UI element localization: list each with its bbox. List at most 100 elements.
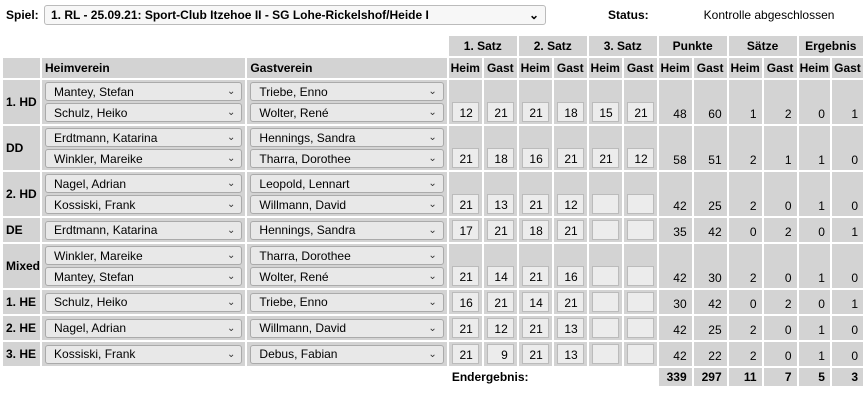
player-select[interactable]: Willmann, David ⌄	[250, 318, 444, 338]
set-score-input[interactable]: 13	[556, 318, 584, 338]
set-score-input[interactable]: 14	[521, 292, 549, 312]
set-score-input[interactable]: 18	[521, 220, 549, 240]
set-score-input[interactable]: 21	[556, 292, 584, 312]
set-score-input[interactable]: 16	[521, 148, 549, 168]
punkte-value: 30	[693, 244, 727, 288]
set-score-input[interactable]: 21	[521, 194, 549, 214]
set-score-input[interactable]	[626, 266, 654, 286]
spiel-select[interactable]: 1. RL - 25.09.21: Sport-Club Itzehoe II …	[44, 5, 546, 25]
chevron-down-icon: ⌄	[428, 348, 437, 360]
set-score-input[interactable]: 13	[556, 344, 584, 364]
player-select[interactable]: Nagel, Adrian ⌄	[45, 174, 243, 193]
set-score-input[interactable]: 18	[486, 148, 514, 168]
ergebnis-value: 1	[831, 80, 863, 124]
chevron-down-icon: ⌄	[227, 250, 236, 261]
set-score-input[interactable]: 21	[521, 102, 549, 122]
player-select[interactable]: Erdtmann, Katarina ⌄	[45, 128, 243, 147]
set-score-input[interactable]: 21	[486, 102, 514, 122]
set-score-input[interactable]: 12	[486, 318, 514, 338]
player-select[interactable]: Wolter, René ⌄	[250, 267, 444, 286]
set-score-input[interactable]	[626, 194, 654, 214]
punkte-value: 60	[693, 80, 727, 124]
saetze-value: 2	[728, 172, 762, 216]
set-score-input[interactable]: 21	[486, 292, 514, 312]
set-score-input[interactable]: 12	[451, 102, 479, 122]
set-score-input[interactable]	[591, 266, 619, 286]
set-score-input[interactable]: 21	[521, 318, 549, 338]
set-score-input[interactable]	[626, 344, 654, 364]
player-select[interactable]: Hennings, Sandra ⌄	[250, 128, 444, 147]
player-select[interactable]: Wolter, René ⌄	[250, 103, 444, 122]
chevron-down-icon: ⌄	[227, 271, 236, 282]
player-select[interactable]: Willmann, David ⌄	[250, 195, 444, 214]
total-saetze: 11	[728, 368, 762, 386]
chevron-down-icon: ⌄	[227, 86, 236, 97]
set-score-input[interactable]: 15	[591, 102, 619, 122]
set-score-input[interactable]: 16	[556, 266, 584, 286]
set-score-input[interactable]: 21	[626, 102, 654, 122]
sub-heim-header: Heim	[588, 58, 622, 78]
saetze-value: 2	[728, 126, 762, 170]
set-score-input[interactable]: 21	[556, 220, 584, 240]
home-players: Erdtmann, Katarina ⌄	[42, 218, 246, 242]
player-select[interactable]: Leopold, Lennart ⌄	[250, 174, 444, 193]
player-select[interactable]: Erdtmann, Katarina ⌄	[45, 220, 243, 240]
guest-players: Hennings, Sandra ⌄ Tharra, Dorothee ⌄	[247, 126, 447, 170]
group-header: 3. Satz	[588, 36, 657, 56]
player-select[interactable]: Triebe, Enno ⌄	[250, 292, 444, 312]
set-score-input[interactable]: 16	[451, 292, 479, 312]
set-score-input[interactable]: 21	[451, 318, 479, 338]
guest-players: Willmann, David ⌄	[247, 316, 447, 340]
match-row: 2. HD Nagel, Adrian ⌄ Kossiski, Frank ⌄ Leopo…	[3, 172, 863, 216]
set-score-input[interactable]: 21	[521, 344, 549, 364]
player-select[interactable]: Kossiski, Frank ⌄	[45, 195, 243, 214]
set-score-input[interactable]: 21	[486, 220, 514, 240]
player-select[interactable]: Winkler, Mareike ⌄	[45, 149, 243, 168]
set-score-input[interactable]	[626, 292, 654, 312]
set-score-input[interactable]: 9	[486, 344, 514, 364]
player-select[interactable]: Mantey, Stefan ⌄	[45, 267, 243, 286]
set-score-input[interactable]	[591, 344, 619, 364]
chevron-down-icon: ⌄	[428, 153, 437, 164]
sub-heim-header: Heim	[518, 58, 552, 78]
set-score-input[interactable]: 21	[591, 148, 619, 168]
player-select[interactable]: Nagel, Adrian ⌄	[45, 318, 243, 338]
player-select[interactable]: Debus, Fabian ⌄	[250, 344, 444, 364]
set-score-input[interactable]: 12	[626, 148, 654, 168]
set-score-input[interactable]	[591, 220, 619, 240]
player-select[interactable]: Winkler, Mareike ⌄	[45, 246, 243, 265]
set-score-input[interactable]	[591, 194, 619, 214]
chevron-down-icon: ⌄	[227, 296, 236, 308]
set-score-input[interactable]: 21	[451, 194, 479, 214]
set-score-input[interactable]: 18	[556, 102, 584, 122]
player-select[interactable]: Kossiski, Frank ⌄	[45, 344, 243, 364]
set-score-input[interactable]	[591, 292, 619, 312]
punkte-value: 48	[658, 80, 692, 124]
player-select[interactable]: Schulz, Heiko ⌄	[45, 103, 243, 122]
punkte-value: 25	[693, 172, 727, 216]
punkte-value: 30	[658, 290, 692, 314]
set-score-input[interactable]: 13	[486, 194, 514, 214]
player-select[interactable]: Hennings, Sandra ⌄	[250, 220, 444, 240]
gastverein-header: Gastverein	[247, 58, 447, 78]
player-select[interactable]: Mantey, Stefan ⌄	[45, 82, 243, 101]
sub-heim-header: Heim	[798, 58, 830, 78]
set-score-input[interactable]	[591, 318, 619, 338]
player-select[interactable]: Triebe, Enno ⌄	[250, 82, 444, 101]
set-score-input[interactable]: 21	[556, 148, 584, 168]
set-score-input[interactable]	[626, 318, 654, 338]
set-score-input[interactable]: 21	[451, 266, 479, 286]
set-score-input[interactable]: 21	[451, 344, 479, 364]
set-score-input[interactable]: 14	[486, 266, 514, 286]
player-name: Hennings, Sandra	[259, 130, 356, 145]
player-select[interactable]: Schulz, Heiko ⌄	[45, 292, 243, 312]
set-score-input[interactable]: 12	[556, 194, 584, 214]
set-score-input[interactable]	[626, 220, 654, 240]
set-score-input[interactable]: 17	[451, 220, 479, 240]
player-select[interactable]: Tharra, Dorothee ⌄	[250, 246, 444, 265]
set-score-input[interactable]: 21	[451, 148, 479, 168]
set-score-input[interactable]: 21	[521, 266, 549, 286]
player-select[interactable]: Tharra, Dorothee ⌄	[250, 149, 444, 168]
saetze-value: 2	[728, 316, 762, 340]
sub-gast-header: Gast	[483, 58, 517, 78]
